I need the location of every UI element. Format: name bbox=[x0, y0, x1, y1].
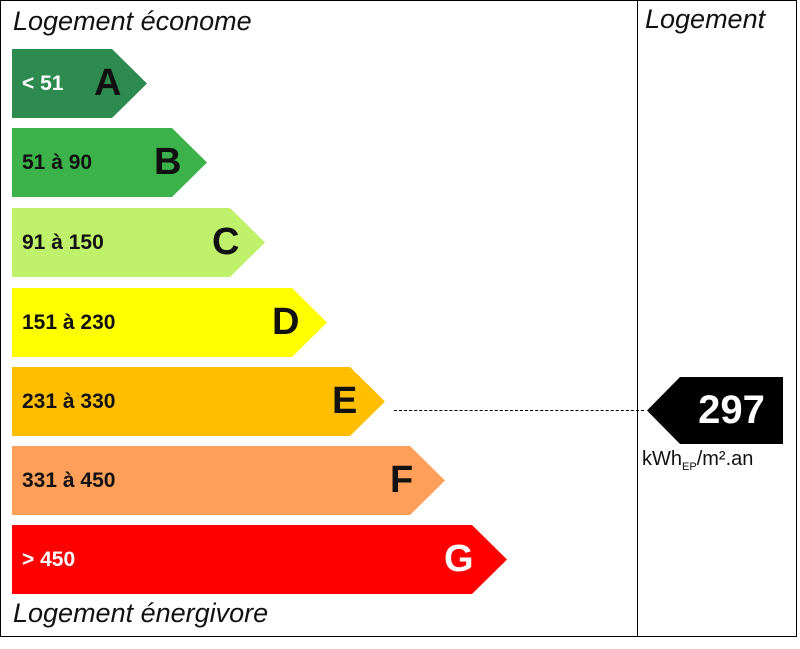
rating-range-g: > 450 bbox=[22, 548, 76, 571]
rating-letter-b: B bbox=[154, 141, 182, 183]
bar-fill-f bbox=[12, 446, 445, 515]
bar-shape-a bbox=[12, 49, 147, 118]
bar-shape-f bbox=[12, 446, 445, 515]
bar-shape-g bbox=[12, 525, 507, 594]
bar-fill-g bbox=[12, 525, 507, 594]
bar-fill-b bbox=[12, 128, 207, 197]
unit-rest: /m².an bbox=[696, 448, 754, 470]
rating-range-d: 151 à 230 bbox=[22, 311, 116, 334]
label-frame bbox=[0, 0, 797, 637]
bar-fill-c bbox=[12, 208, 265, 277]
top-heading: Logement économe bbox=[13, 6, 252, 36]
bar-fill-e bbox=[12, 367, 385, 436]
rating-letter-g: G bbox=[444, 538, 474, 580]
rating-range-c: 91 à 150 bbox=[22, 231, 104, 254]
rating-letter-f: F bbox=[390, 459, 414, 501]
bar-fill-a bbox=[12, 49, 147, 118]
bar-shape-e bbox=[12, 367, 385, 436]
result-leader-line bbox=[394, 410, 644, 411]
rating-letter-a: A bbox=[94, 62, 122, 104]
rating-letter-d: D bbox=[272, 301, 300, 343]
bar-shape-b bbox=[12, 128, 207, 197]
rating-letter-e: E bbox=[332, 380, 358, 422]
bottom-heading: Logement énergivore bbox=[13, 598, 269, 628]
rating-letter-c: C bbox=[212, 221, 240, 263]
bar-shape-c bbox=[12, 208, 265, 277]
result-badge: 297 bbox=[647, 377, 783, 444]
result-unit: kWhEP/m².an bbox=[642, 448, 753, 473]
column-title: Logement bbox=[645, 4, 766, 34]
column-divider bbox=[637, 0, 638, 637]
rating-range-f: 331 à 450 bbox=[22, 469, 116, 492]
bar-fill-d bbox=[12, 288, 327, 357]
rating-range-e: 231 à 330 bbox=[22, 390, 116, 413]
bar-shape-d bbox=[12, 288, 327, 357]
result-value: 297 bbox=[698, 388, 765, 432]
unit-main: kWh bbox=[642, 448, 682, 470]
rating-range-a: < 51 bbox=[22, 72, 64, 95]
rating-range-b: 51 à 90 bbox=[22, 151, 93, 174]
unit-subscript: EP bbox=[682, 461, 697, 473]
result-arrow-shape bbox=[647, 377, 783, 444]
